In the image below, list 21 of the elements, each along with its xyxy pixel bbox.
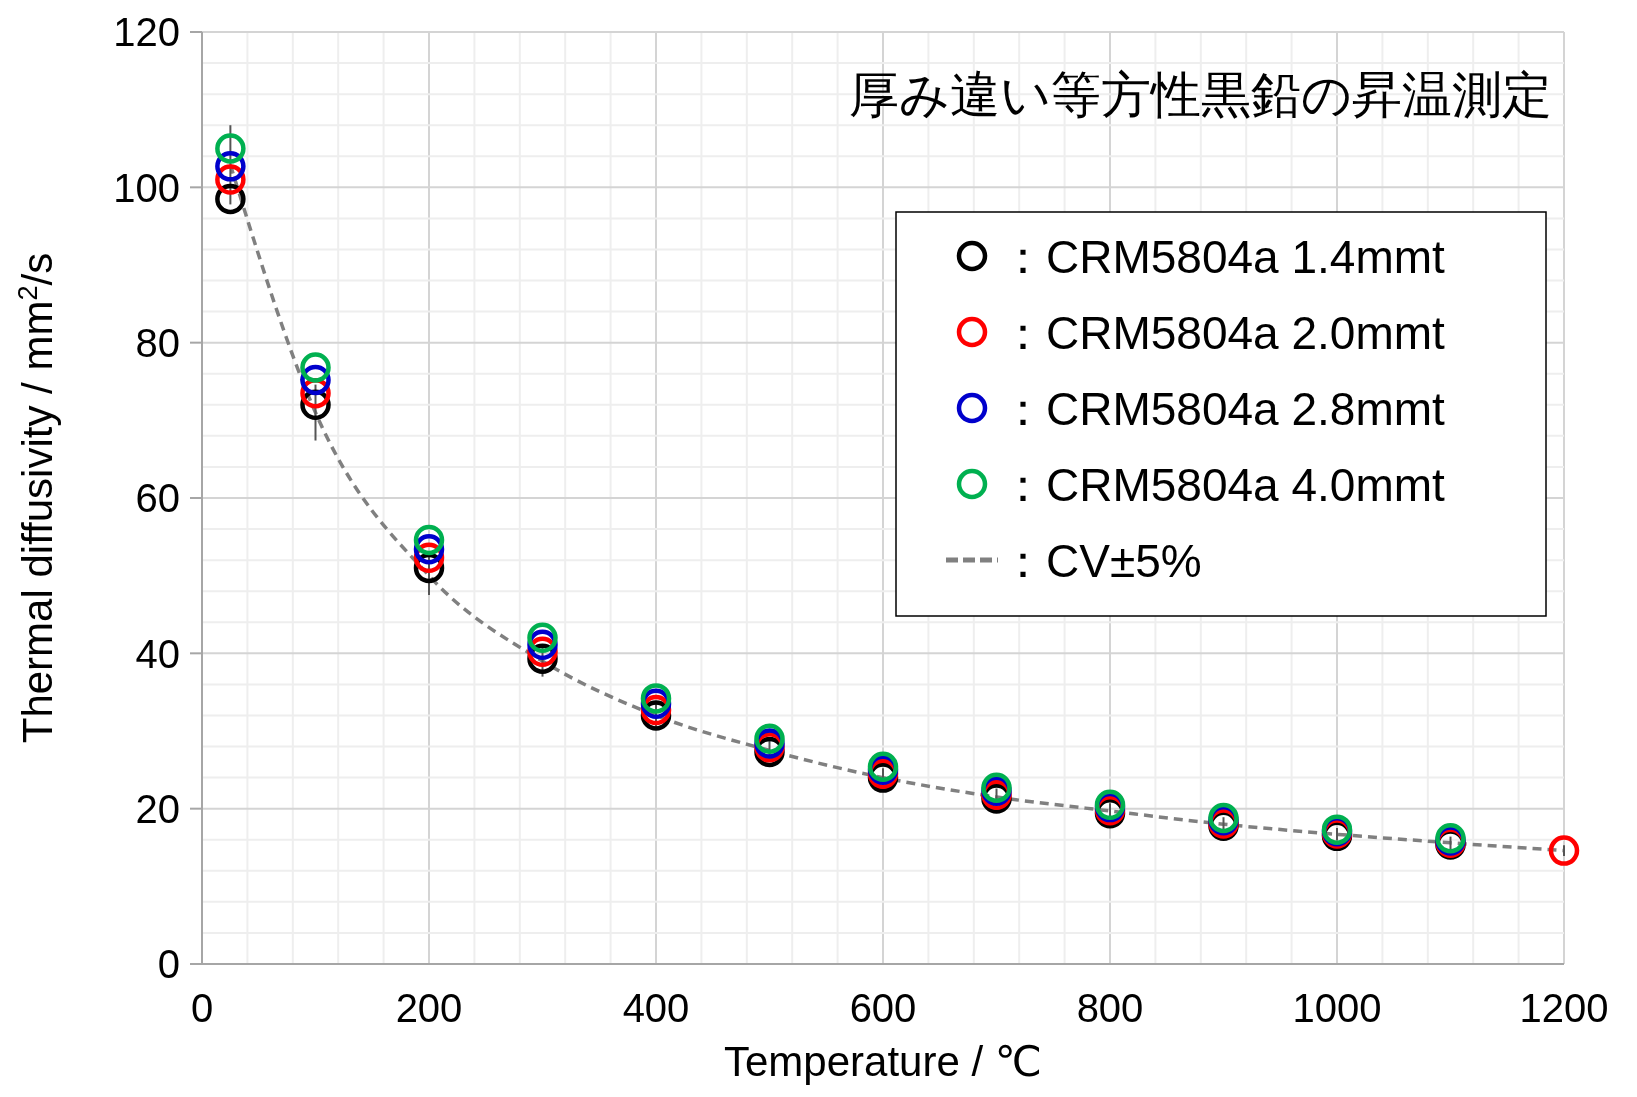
x-tick-label: 800: [1076, 986, 1144, 1030]
y-tick-label: 60: [135, 476, 180, 521]
x-axis-title: Temperature / ℃: [724, 1038, 1042, 1085]
legend-label: ：CRM5804a 4.0mmt: [1000, 458, 1446, 511]
x-tick-label: 1200: [1519, 986, 1609, 1030]
y-tick-label: 20: [135, 787, 180, 832]
y-tick-label: 80: [135, 321, 180, 366]
x-tick-label: 0: [190, 986, 214, 1030]
x-tick-label: 400: [622, 986, 690, 1030]
y-tick-label: 40: [135, 631, 180, 676]
legend-label: ：CRM5804a 2.0mmt: [1000, 306, 1446, 359]
legend-label: ：CRM5804a 2.8mmt: [1000, 382, 1446, 435]
x-tick-label: 600: [849, 986, 917, 1030]
y-tick-label: 120: [113, 10, 180, 55]
x-tick-label: 1000: [1292, 986, 1382, 1030]
legend-label: ：CRM5804a 1.4mmt: [1000, 230, 1446, 283]
y-tick-label: 0: [157, 942, 180, 987]
text: 厚み違い等方性黒鉛の昇温測定: [849, 67, 1552, 123]
legend-label: ：CV±5%: [1000, 534, 1202, 587]
y-tick-label: 100: [113, 165, 180, 210]
x-tick-label: 200: [395, 986, 463, 1030]
